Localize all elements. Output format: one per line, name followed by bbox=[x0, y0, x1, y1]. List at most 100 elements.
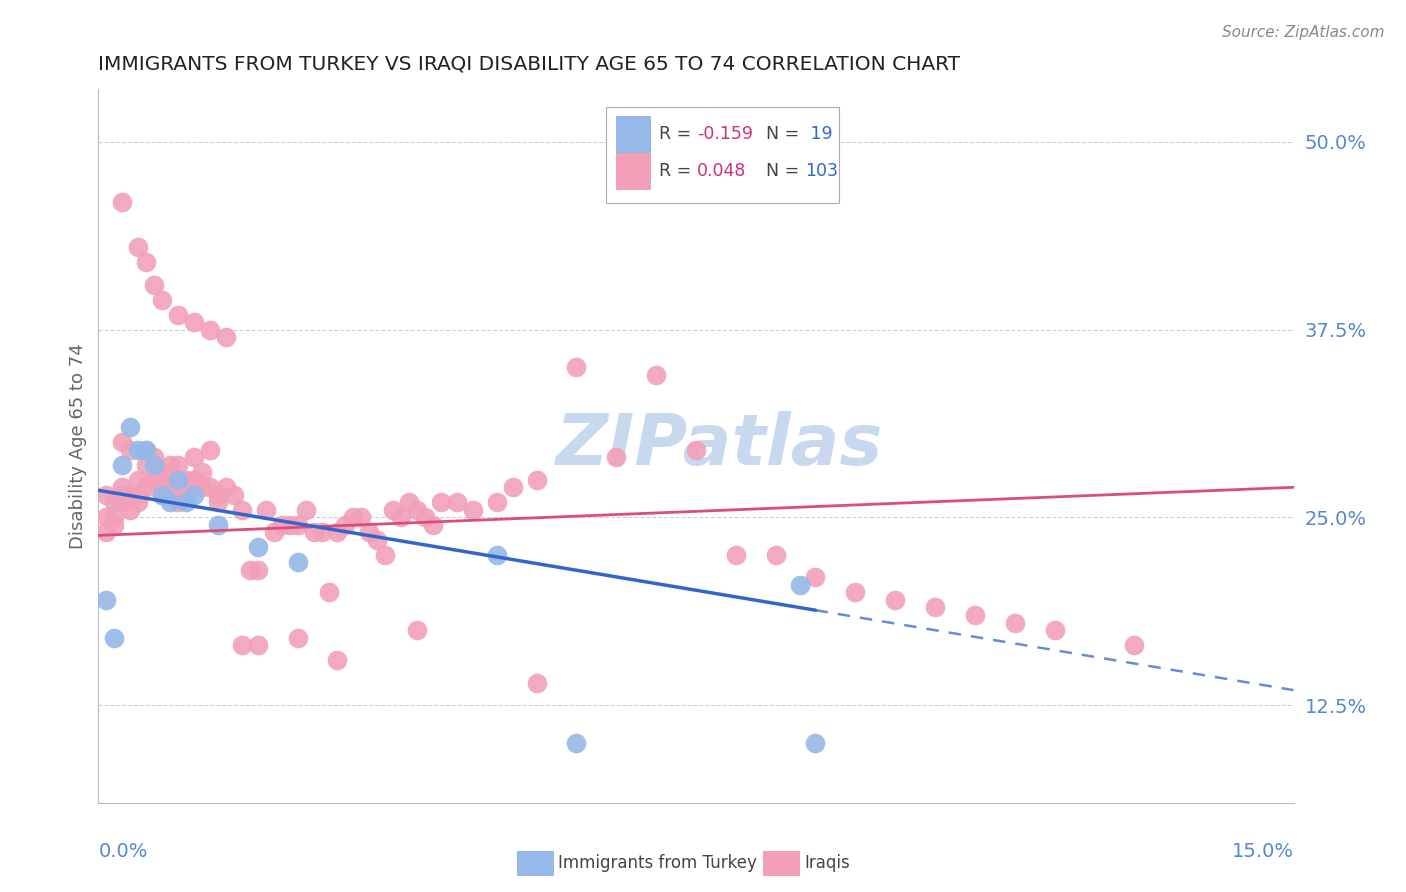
Text: 0.0%: 0.0% bbox=[98, 842, 148, 861]
Point bbox=[198, 480, 221, 494]
Point bbox=[111, 488, 134, 502]
Point bbox=[103, 517, 125, 532]
Point bbox=[924, 600, 946, 615]
Text: 19: 19 bbox=[804, 125, 832, 143]
Point bbox=[150, 293, 173, 307]
Text: 0.048: 0.048 bbox=[697, 162, 747, 180]
Point bbox=[135, 442, 157, 457]
Point bbox=[111, 458, 134, 472]
Point bbox=[605, 450, 627, 465]
Point bbox=[645, 368, 668, 382]
Point bbox=[263, 525, 285, 540]
Point bbox=[239, 563, 262, 577]
Point bbox=[215, 480, 238, 494]
Point bbox=[278, 517, 301, 532]
Point bbox=[207, 517, 229, 532]
Point bbox=[96, 510, 118, 524]
Point bbox=[246, 541, 269, 555]
Point bbox=[430, 495, 453, 509]
Point bbox=[127, 442, 149, 457]
Point bbox=[406, 503, 429, 517]
Point bbox=[183, 488, 205, 502]
Text: Source: ZipAtlas.com: Source: ZipAtlas.com bbox=[1222, 25, 1385, 40]
Point bbox=[294, 503, 316, 517]
Point bbox=[246, 563, 269, 577]
Point bbox=[350, 510, 373, 524]
Point bbox=[167, 495, 190, 509]
Point bbox=[127, 488, 149, 502]
Text: Iraqis: Iraqis bbox=[804, 855, 851, 872]
Point bbox=[270, 517, 292, 532]
Point bbox=[111, 480, 134, 494]
Point bbox=[1043, 623, 1066, 637]
Point bbox=[685, 442, 707, 457]
Point bbox=[198, 442, 221, 457]
Point bbox=[422, 517, 444, 532]
Point bbox=[103, 510, 125, 524]
Point bbox=[174, 495, 197, 509]
Point bbox=[198, 322, 221, 336]
Point bbox=[191, 465, 214, 479]
Point bbox=[222, 488, 245, 502]
Point bbox=[167, 473, 190, 487]
Point bbox=[96, 488, 118, 502]
Point bbox=[167, 488, 190, 502]
Point bbox=[215, 330, 238, 344]
Point bbox=[127, 495, 149, 509]
Point bbox=[183, 450, 205, 465]
Point bbox=[724, 548, 747, 562]
Point bbox=[254, 503, 277, 517]
Text: R =: R = bbox=[659, 162, 696, 180]
Point bbox=[174, 473, 197, 487]
Point bbox=[366, 533, 388, 547]
Point bbox=[485, 548, 508, 562]
Text: N =: N = bbox=[766, 125, 806, 143]
Point bbox=[127, 473, 149, 487]
Point bbox=[231, 638, 253, 652]
Point bbox=[159, 480, 181, 494]
FancyBboxPatch shape bbox=[616, 116, 651, 153]
Point bbox=[231, 503, 253, 517]
Point bbox=[326, 525, 349, 540]
Point bbox=[135, 255, 157, 269]
Point bbox=[174, 480, 197, 494]
Text: N =: N = bbox=[766, 162, 806, 180]
Point bbox=[844, 585, 866, 599]
Point bbox=[143, 458, 166, 472]
Point bbox=[1123, 638, 1146, 652]
Point bbox=[485, 495, 508, 509]
Point bbox=[143, 473, 166, 487]
Point bbox=[135, 458, 157, 472]
Point bbox=[804, 570, 827, 584]
FancyBboxPatch shape bbox=[616, 153, 651, 190]
Point bbox=[127, 240, 149, 254]
Text: Immigrants from Turkey: Immigrants from Turkey bbox=[558, 855, 756, 872]
Point bbox=[335, 517, 357, 532]
Point bbox=[183, 473, 205, 487]
Y-axis label: Disability Age 65 to 74: Disability Age 65 to 74 bbox=[69, 343, 87, 549]
Point bbox=[159, 495, 181, 509]
Text: R =: R = bbox=[659, 125, 696, 143]
Point bbox=[884, 593, 907, 607]
Point bbox=[103, 631, 125, 645]
Point bbox=[398, 495, 420, 509]
Point bbox=[191, 480, 214, 494]
Point bbox=[526, 473, 548, 487]
Point bbox=[135, 442, 157, 457]
Point bbox=[565, 360, 588, 375]
Point bbox=[246, 638, 269, 652]
Point bbox=[502, 480, 524, 494]
Point bbox=[183, 315, 205, 329]
Point bbox=[382, 503, 405, 517]
Point bbox=[143, 450, 166, 465]
Point bbox=[413, 510, 436, 524]
Point bbox=[406, 623, 429, 637]
Point bbox=[389, 510, 412, 524]
Point bbox=[111, 495, 134, 509]
Text: 15.0%: 15.0% bbox=[1232, 842, 1294, 861]
Text: IMMIGRANTS FROM TURKEY VS IRAQI DISABILITY AGE 65 TO 74 CORRELATION CHART: IMMIGRANTS FROM TURKEY VS IRAQI DISABILI… bbox=[98, 54, 960, 74]
Point bbox=[765, 548, 787, 562]
Point bbox=[461, 503, 484, 517]
Point bbox=[143, 277, 166, 292]
Point bbox=[120, 442, 142, 457]
